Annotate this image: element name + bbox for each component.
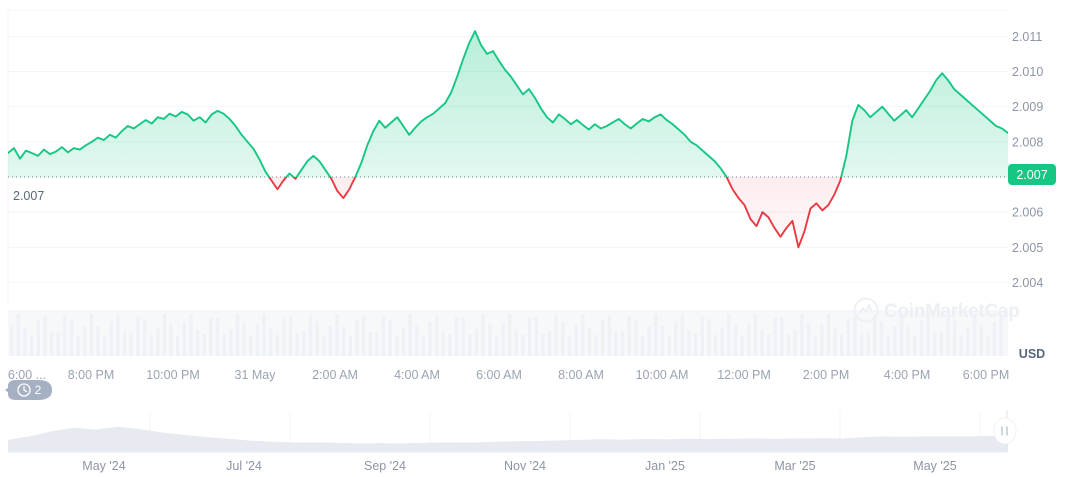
price-line-up — [8, 30, 1008, 177]
time-count-badge[interactable]: 2 — [5, 380, 52, 400]
x-axis-tick-label: 2:00 AM — [312, 368, 358, 382]
watermark-label: CoinMarketCap — [884, 301, 1019, 322]
coinmarketcap-logo-icon — [853, 297, 879, 323]
x-axis-tick-label: 10:00 AM — [636, 368, 689, 382]
navigator-month-label: Sep '24 — [364, 459, 406, 473]
y-axis-tick-label: 2.004 — [1012, 276, 1043, 290]
y-axis-tick-label: 2.011 — [1012, 30, 1042, 44]
clock-badge-tail — [5, 385, 12, 395]
price-area-fill — [8, 31, 1008, 248]
x-axis-tick-label: 2:00 PM — [803, 368, 850, 382]
navigator-month-label: Jan '25 — [645, 459, 685, 473]
x-axis-tick-label: 4:00 AM — [394, 368, 440, 382]
currency-label: USD — [1019, 347, 1045, 361]
threshold-label-bg — [10, 186, 58, 204]
volume-bars — [8, 310, 1008, 356]
drag-handle-icon — [1001, 426, 1008, 436]
x-axis-tick-label: 8:00 AM — [558, 368, 604, 382]
x-axis-tick-label: 31 May — [235, 368, 277, 382]
handle-knob[interactable] — [993, 417, 1017, 445]
coinmarketcap-watermark: CoinMarketCap — [853, 297, 1020, 323]
navigator-month-label: Jul '24 — [226, 459, 262, 473]
y-axis-tick-label: 2.009 — [1012, 100, 1043, 114]
range-navigator[interactable] — [8, 412, 1008, 453]
navigator-month-label: Nov '24 — [504, 459, 546, 473]
x-axis-tick-label: 6:00 AM — [476, 368, 522, 382]
x-axis-tick-label: 4:00 PM — [884, 368, 931, 382]
y-axis-tick-label: 2.010 — [1012, 65, 1043, 79]
navigator-month-label: Mar '25 — [774, 459, 815, 473]
x-axis-tick-label: 12:00 PM — [717, 368, 771, 382]
x-axis-ticks: 6:00 ... 8:00 PM 10:00 PM 31 May 2:00 AM 4:00… — [8, 368, 1009, 382]
x-axis-tick-label: 8:00 PM — [68, 368, 115, 382]
price-badge-bg[interactable] — [1008, 164, 1056, 185]
y-axis-tick-label: 2.005 — [1012, 241, 1043, 255]
y-axis-tick-label: 2.006 — [1012, 206, 1043, 220]
threshold-price-label: 2.007 — [10, 186, 58, 204]
navigator-month-labels: May '24 Jul '24 Sep '24 Nov '24 Jan '25 Mar '… — [82, 459, 956, 473]
x-axis-tick-label: 10:00 PM — [146, 368, 200, 382]
navigator-series-area — [8, 426, 1008, 452]
clock-icon — [17, 383, 31, 397]
x-axis-tick-label: 6:00 ... — [8, 368, 46, 382]
y-axis-tick-label: 2.008 — [1012, 135, 1043, 149]
navigator-month-label: May '24 — [82, 459, 125, 473]
price-line — [8, 30, 1008, 249]
current-price-badge[interactable]: 2.007 — [1008, 164, 1056, 185]
navigator-month-label: May '25 — [913, 459, 956, 473]
x-axis-tick-label: 6:00 PM — [963, 368, 1010, 382]
clock-badge-count: 2 — [35, 383, 42, 397]
navigator-right-handle[interactable] — [993, 410, 1017, 452]
threshold-label-text: 2.007 — [13, 189, 44, 203]
price-badge-value: 2.007 — [1016, 168, 1047, 182]
